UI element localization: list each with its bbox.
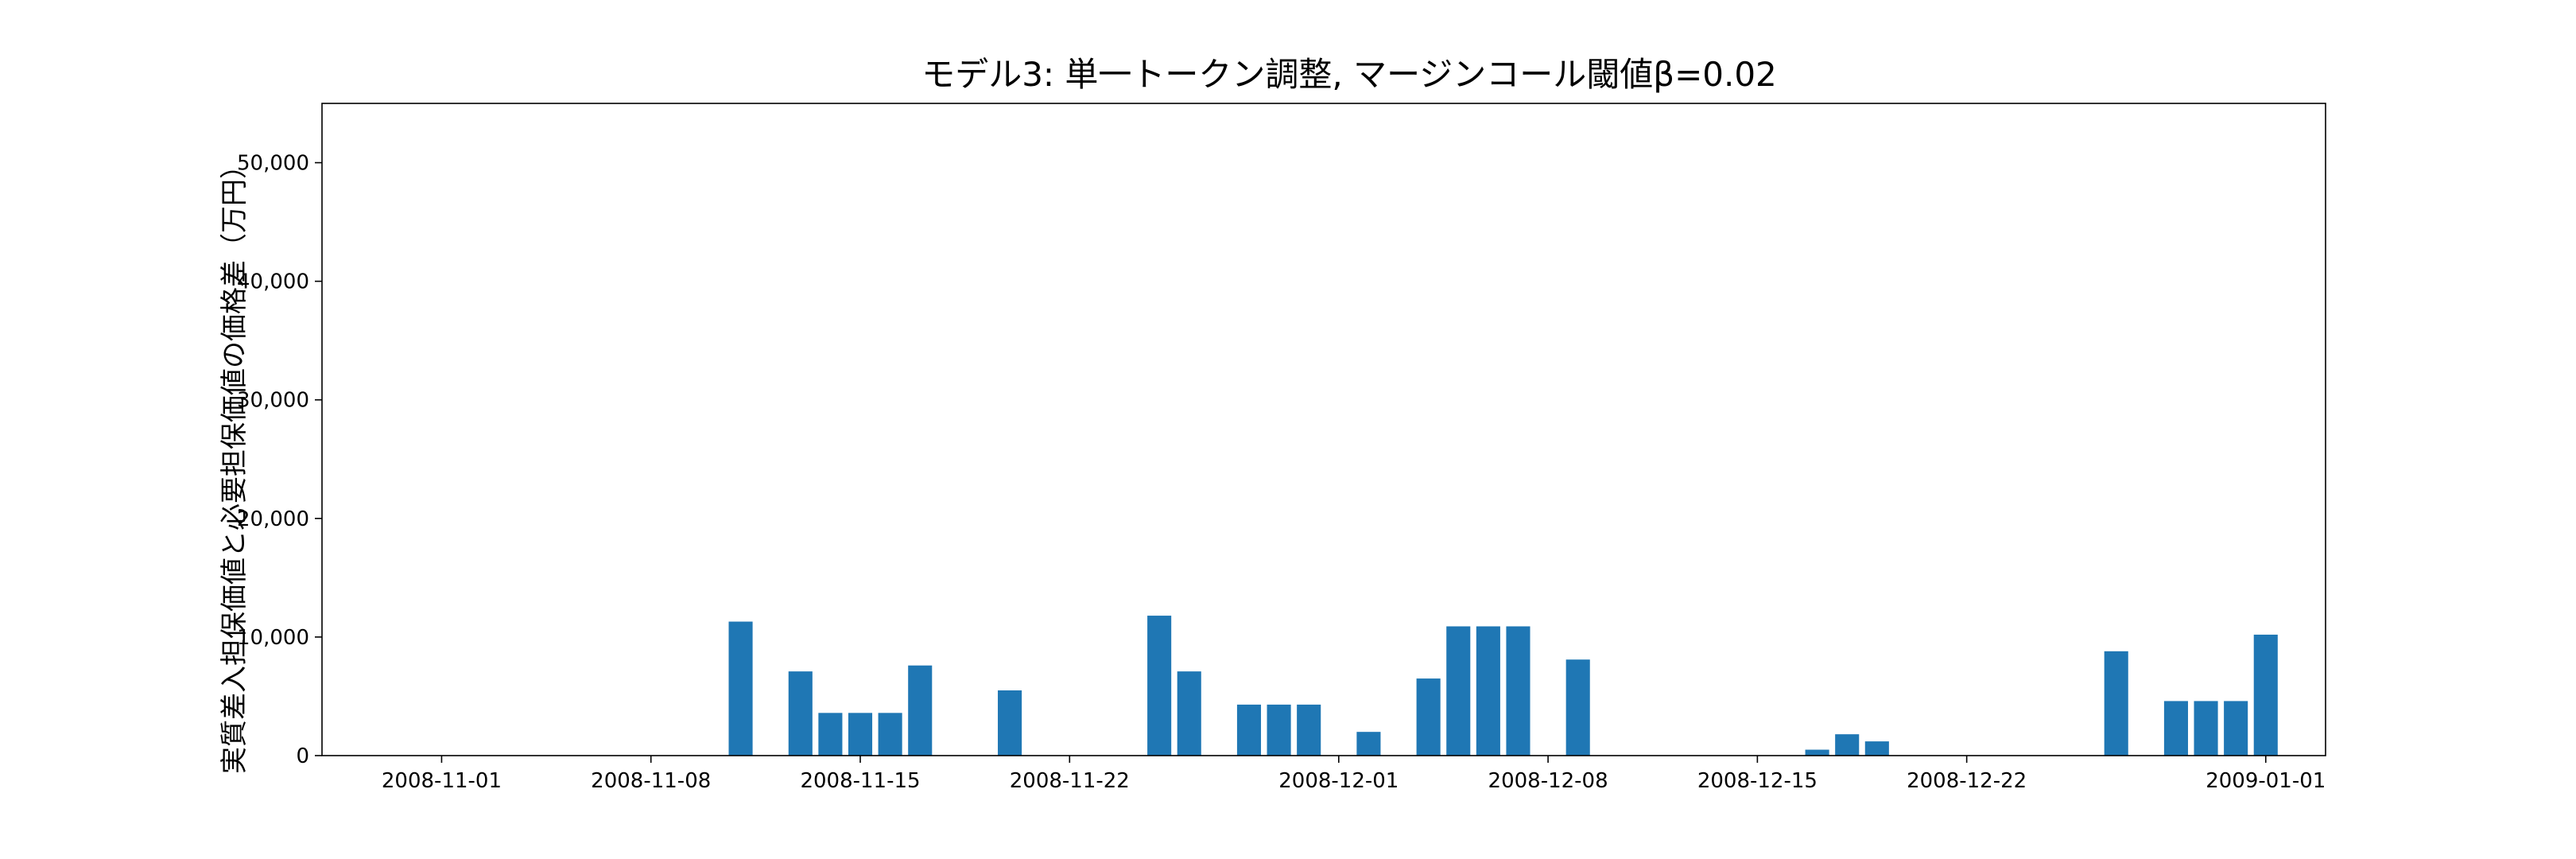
bar-2008-11-16 bbox=[878, 713, 902, 756]
y-tick-label: 40,000 bbox=[237, 270, 309, 294]
x-tick-label: 2008-11-15 bbox=[800, 769, 920, 793]
x-tick-label: 2008-11-08 bbox=[591, 769, 711, 793]
bar-2008-12-05 bbox=[1446, 626, 1471, 756]
x-tick-label: 2009-01-01 bbox=[2206, 769, 2326, 793]
bar-2008-11-13 bbox=[788, 671, 813, 756]
bar-2008-12-04 bbox=[1416, 678, 1441, 756]
bar-2008-11-26 bbox=[1177, 671, 1201, 756]
bar-2009-01-01 bbox=[2253, 634, 2278, 756]
bar-2008-12-07 bbox=[1506, 626, 1530, 756]
x-tick-label: 2008-12-22 bbox=[1907, 769, 2027, 793]
bar-2008-11-29 bbox=[1267, 704, 1291, 756]
bar-2008-12-31 bbox=[2224, 701, 2248, 756]
x-tick-label: 2008-11-22 bbox=[1010, 769, 1130, 793]
x-tick-label: 2008-12-01 bbox=[1278, 769, 1399, 793]
bar-2008-11-14 bbox=[818, 713, 843, 756]
bar-2008-11-15 bbox=[848, 713, 873, 756]
bar-2008-12-17 bbox=[1805, 749, 1829, 756]
bar-2008-12-02 bbox=[1356, 732, 1381, 756]
bar-series bbox=[728, 616, 2278, 756]
y-tick-label: 20,000 bbox=[237, 507, 309, 531]
y-axis: 0 10,000 20,000 30,000 40,000 50,000 bbox=[237, 152, 322, 768]
x-tick-label: 2008-11-01 bbox=[382, 769, 502, 793]
bar-2008-12-30 bbox=[2194, 701, 2218, 756]
bar-2008-12-29 bbox=[2163, 701, 2188, 756]
bar-2008-11-17 bbox=[908, 665, 933, 756]
x-tick-label: 2008-12-15 bbox=[1697, 769, 1818, 793]
bar-2008-11-30 bbox=[1297, 704, 1321, 756]
bar-2008-12-19 bbox=[1864, 741, 1889, 756]
y-tick-label: 0 bbox=[296, 744, 309, 768]
bar-2008-11-25 bbox=[1147, 616, 1172, 756]
bar-2008-12-18 bbox=[1835, 734, 1860, 756]
y-tick-label: 50,000 bbox=[237, 152, 309, 176]
plot-frame bbox=[321, 103, 2326, 756]
bar-2008-12-06 bbox=[1476, 626, 1500, 756]
bar-2008-12-27 bbox=[2104, 651, 2128, 756]
bar-2008-12-09 bbox=[1565, 659, 1590, 756]
bar-2008-11-11 bbox=[728, 621, 753, 756]
bar-2008-11-20 bbox=[998, 690, 1022, 756]
y-tick-label: 30,000 bbox=[237, 389, 309, 413]
y-axis-label: 実質差入担保価値と必要担保価値の価格差（万円） bbox=[219, 152, 250, 774]
y-tick-label: 10,000 bbox=[237, 626, 309, 650]
chart-title: モデル3: 単一トークン調整, マージンコール閾値β=0.02 bbox=[921, 55, 1777, 94]
x-tick-label: 2008-12-08 bbox=[1488, 769, 1608, 793]
x-axis: 2008-11-01 2008-11-08 2008-11-15 2008-11-22… bbox=[382, 756, 2326, 793]
bar-2008-11-28 bbox=[1236, 704, 1262, 756]
